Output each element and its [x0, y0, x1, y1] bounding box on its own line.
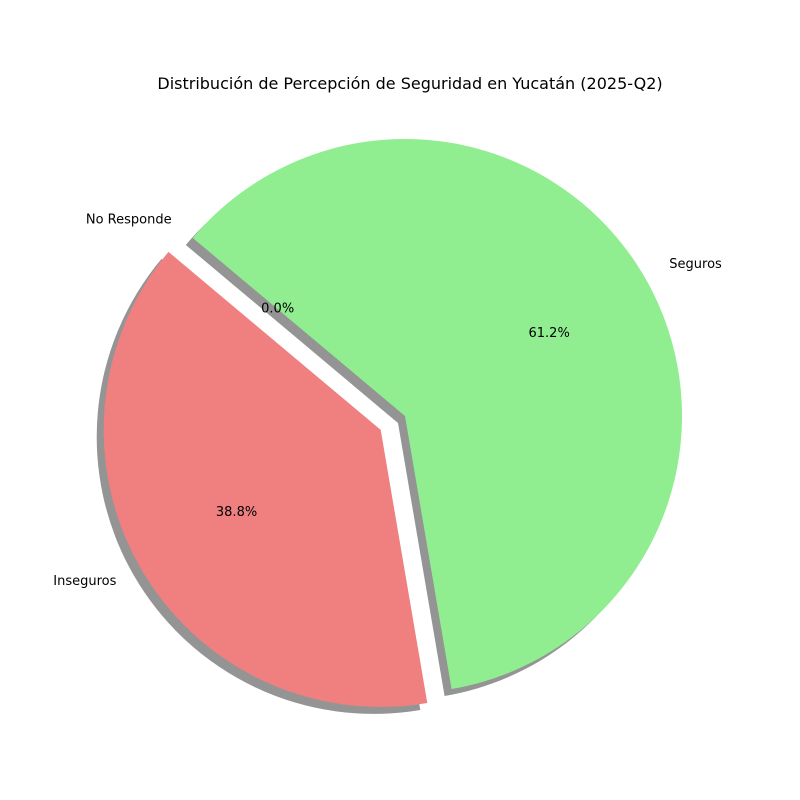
chart-title: Distribución de Percepción de Seguridad …: [157, 74, 662, 93]
slice-label-inseguros: Inseguros: [53, 574, 116, 589]
pie-slice-inseguros: [103, 251, 428, 707]
pct-label-seguros: 61.2%: [529, 326, 570, 341]
slice-label-seguros: Seguros: [669, 257, 722, 272]
slice-label-no-responde: No Responde: [86, 213, 172, 228]
pie-slice-seguros: [192, 139, 682, 690]
label-layer: Inseguros 38.8% Seguros 61.2% No Responde 0.0…: [53, 213, 722, 589]
pct-label-inseguros: 38.8%: [216, 505, 257, 520]
slice-layer: [103, 139, 682, 707]
pct-label-no-responde: 0.0%: [261, 302, 294, 317]
